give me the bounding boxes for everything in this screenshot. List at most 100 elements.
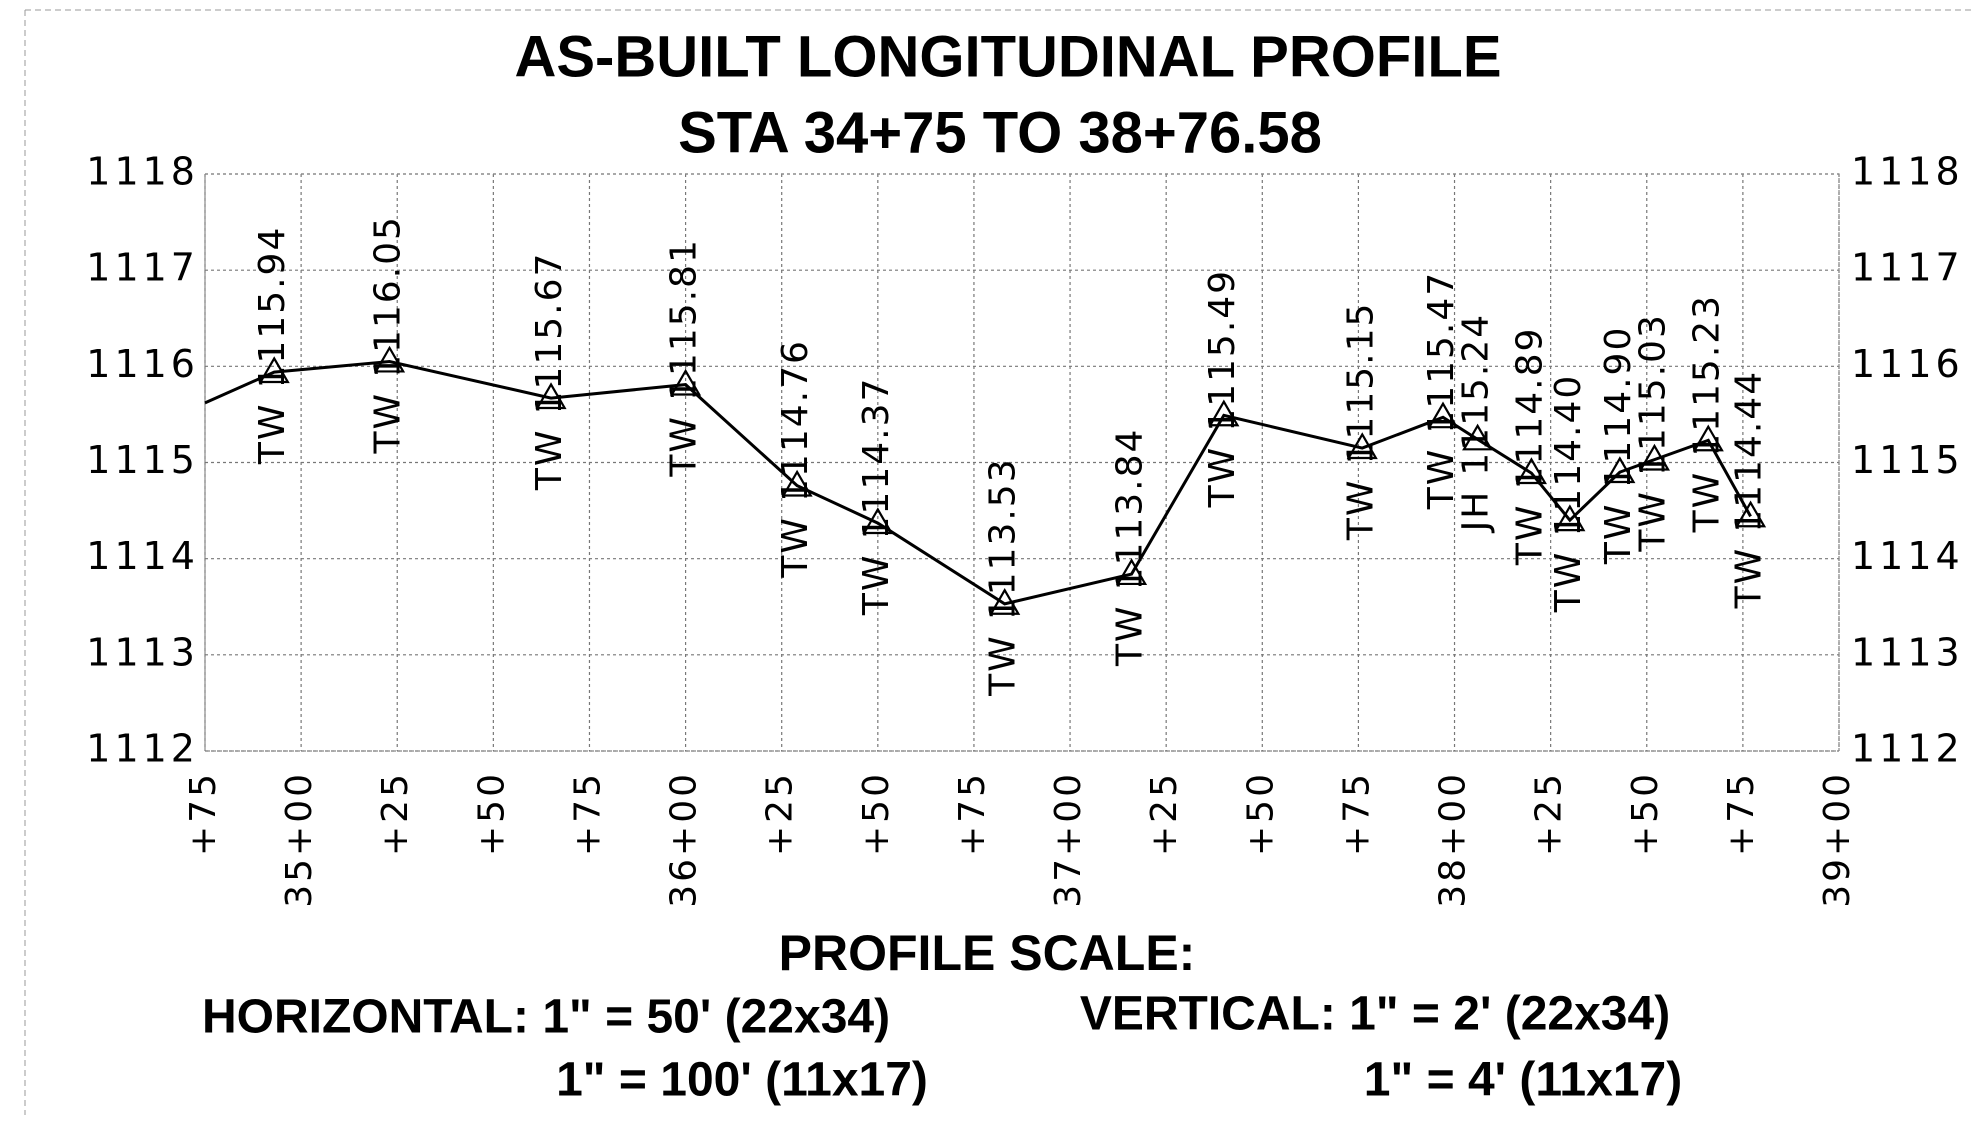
plot-frame: [204, 173, 1840, 752]
point-marker: [373, 345, 406, 373]
chart-subtitle: STA 34+75 TO 38+76.58: [678, 100, 1322, 165]
x-tick-label: +25: [375, 771, 416, 856]
point-type: TW: [368, 392, 409, 455]
value-label: 1113.53: [983, 457, 1024, 620]
x-tick-label: 37+00: [1048, 771, 1089, 908]
value-label: 1114.76: [775, 339, 816, 502]
point-type: TW: [1686, 471, 1727, 534]
y-tick-label: 1117: [86, 246, 199, 290]
point-type: JH: [1456, 490, 1497, 534]
chart-title: AS-BUILT LONGITUDINAL PROFILE: [514, 24, 1501, 89]
point-type: TW: [1509, 503, 1550, 566]
y-tick-label: 1113: [86, 630, 199, 674]
point-label: TW 1114.44: [1729, 370, 1770, 609]
point-label: TW 1115.23: [1686, 294, 1727, 533]
value-label: 1114.40: [1548, 374, 1589, 537]
point-type: TW: [529, 428, 570, 491]
point-label: TW 1114.37: [856, 377, 897, 616]
x-tick-label: +50: [856, 771, 897, 856]
point-label: JH 1115.24: [1456, 313, 1497, 534]
point-type: TW: [856, 553, 897, 616]
value-label: 1115.23: [1686, 294, 1727, 457]
profile-line: [204, 360, 1752, 606]
x-tick-label: 35+00: [279, 771, 320, 908]
point-type: TW: [775, 516, 816, 579]
y-tick-label: 1113: [1851, 630, 1964, 674]
point-label: TW 1115.94: [252, 226, 293, 465]
value-label: 1115.47: [1421, 271, 1462, 434]
scale-note: VERTICAL: 1" = 2' (22x34): [1080, 988, 1670, 1041]
point-label: TW 1116.05: [368, 215, 409, 454]
point-type: TW: [1202, 446, 1243, 509]
point-type: TW: [664, 415, 705, 478]
value-label: 1115.81: [664, 238, 705, 401]
point-type: TW: [1632, 490, 1673, 553]
value-label: 1115.94: [252, 226, 293, 389]
point-label: TW 1114.76: [775, 339, 816, 578]
point-marker: [1735, 500, 1767, 528]
point-marker: [1427, 401, 1459, 429]
y-tick-label: 1112: [86, 727, 199, 771]
point-label: TW 1113.84: [1110, 428, 1151, 667]
value-label: 1115.49: [1202, 269, 1243, 432]
point-label: TW 1114.40: [1548, 374, 1589, 613]
value-label: 1113.84: [1110, 428, 1151, 591]
x-tick-label: +25: [1144, 771, 1185, 856]
value-label: 1115.15: [1340, 302, 1381, 465]
point-label: TW 1113.53: [983, 457, 1024, 696]
y-tick-label: 1115: [1851, 438, 1964, 482]
point-marker: [1346, 432, 1378, 460]
point-type: TW: [1421, 448, 1462, 511]
x-tick-label: 36+00: [664, 771, 705, 908]
y-tick-label: 1114: [1851, 534, 1964, 578]
point-label: TW 1115.03: [1632, 313, 1673, 552]
point-marker: [1554, 504, 1586, 532]
value-label: 1115.03: [1632, 313, 1673, 476]
point-marker: [1208, 399, 1240, 427]
point-label: TW 1115.49: [1202, 269, 1243, 508]
x-tick-label: +75: [183, 771, 224, 856]
point-label: TW 1115.15: [1340, 302, 1381, 541]
value-label: 1114.37: [856, 377, 897, 540]
point-marker: [1515, 457, 1547, 485]
point-marker: [535, 382, 567, 410]
point-type: TW: [1110, 604, 1151, 667]
x-tick-label: +25: [1529, 771, 1570, 856]
x-tick-label: +75: [1336, 771, 1377, 856]
point-marker: [258, 356, 290, 384]
point-label: TW 1115.81: [664, 238, 705, 477]
x-tick-label: +25: [760, 771, 801, 856]
value-label: 1114.89: [1509, 327, 1550, 490]
point-marker: [1462, 423, 1494, 451]
point-marker: [1604, 456, 1636, 484]
scale-heading: PROFILE SCALE:: [779, 925, 1196, 981]
y-tick-label: 1116: [86, 342, 199, 386]
value-label: 1114.90: [1598, 326, 1639, 489]
point-label: TW 1114.89: [1509, 327, 1550, 566]
y-tick-label: 1116: [1851, 342, 1964, 386]
point-marker: [989, 588, 1021, 615]
point-marker: [862, 507, 894, 535]
x-tick-label: +75: [952, 771, 993, 856]
y-tick-label: 1118: [86, 150, 199, 194]
value-label: 1115.24: [1456, 313, 1497, 476]
value-label: 1116.05: [368, 215, 409, 378]
point-marker: [1116, 558, 1148, 586]
point-type: TW: [983, 634, 1024, 697]
x-tick-label: 38+00: [1433, 771, 1474, 908]
x-tick-label: +75: [1721, 771, 1762, 856]
x-tick-label: 39+00: [1817, 771, 1858, 908]
point-marker: [1638, 443, 1670, 471]
point-type: TW: [252, 403, 293, 466]
x-tick-label: +50: [471, 771, 512, 856]
scale-note: 1" = 4' (11x17): [1364, 1054, 1682, 1107]
y-tick-label: 1118: [1851, 150, 1964, 194]
x-tick-label: +75: [567, 771, 608, 856]
point-type: TW: [1598, 503, 1639, 566]
value-label: 1115.67: [529, 252, 570, 415]
y-tick-label: 1112: [1851, 727, 1964, 771]
point-type: TW: [1729, 547, 1770, 610]
point-marker: [781, 469, 813, 497]
y-tick-label: 1115: [86, 438, 199, 482]
